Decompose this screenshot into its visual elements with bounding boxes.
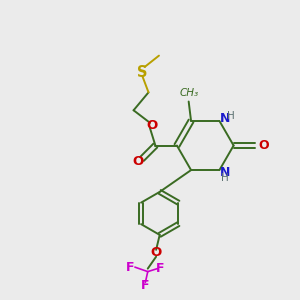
Text: H: H — [221, 173, 229, 183]
Text: N: N — [220, 166, 230, 179]
Text: O: O — [132, 155, 143, 168]
Text: F: F — [141, 279, 150, 292]
Text: F: F — [126, 261, 135, 274]
Text: S: S — [137, 64, 148, 80]
Text: O: O — [150, 246, 161, 259]
Text: H: H — [227, 111, 235, 121]
Text: CH₃: CH₃ — [179, 88, 198, 98]
Text: O: O — [259, 139, 269, 152]
Text: O: O — [147, 119, 158, 132]
Text: N: N — [220, 112, 230, 125]
Text: F: F — [156, 262, 165, 275]
